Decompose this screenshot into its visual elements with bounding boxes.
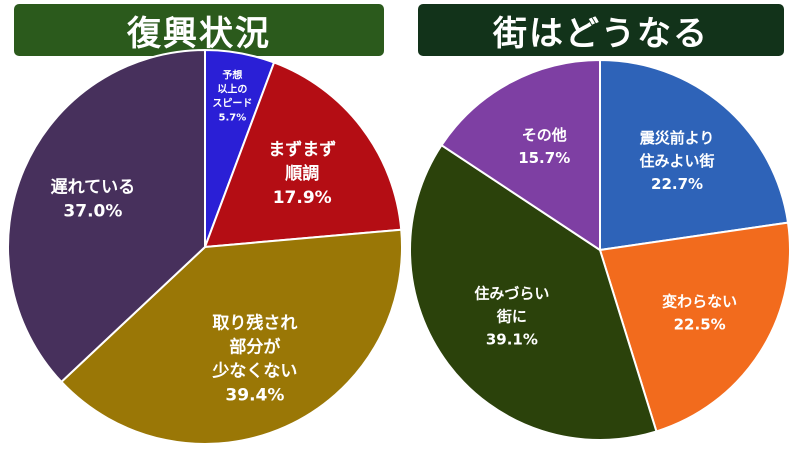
slice-value-label: 39.1%	[486, 330, 538, 348]
slice-label: 住みづらい街に 39.1%	[474, 284, 549, 348]
slice-category-label: 変わらない	[662, 293, 737, 311]
pie-slice	[599, 58, 790, 252]
slice-category-label: 取り残され	[212, 312, 297, 333]
slice-value-label: 39.4%	[225, 385, 284, 405]
slice-value-label: 5.7%	[219, 112, 247, 123]
pie-chart-recovery-status: 予想以上のスピード 5.7% まずまず順調 17.9% 取り残され部分が少なくない 39.…	[7, 48, 403, 445]
pie-slice	[7, 48, 206, 384]
slice-label: 取り残され部分が少なくない 39.4%	[211, 312, 297, 405]
slice-category-label: 住みよい街	[640, 152, 715, 170]
pie-slice	[440, 58, 601, 252]
right-chart-title: 街はどうなる	[418, 4, 784, 56]
slice-category-label: その他	[522, 126, 567, 144]
slice-value-label: 15.7%	[518, 149, 570, 167]
slice-category-label: スピード	[212, 97, 252, 109]
pie-chart-town-future: 震災前より住みよい街 22.7% 変わらない 22.5% 住みづらい街に 39.1% その他…	[409, 58, 791, 441]
slice-category-label: 街に	[496, 307, 527, 325]
slice-category-label: 予想	[222, 68, 242, 81]
slice-category-label: 震災前より	[640, 129, 715, 147]
slice-label: 遅れている 37.0%	[51, 177, 136, 221]
slice-category-label: 以上の	[217, 82, 247, 95]
pie-slice	[203, 61, 403, 249]
slice-category-label: 少なくない	[211, 361, 297, 381]
slice-label: 予想以上のスピード 5.7%	[212, 68, 252, 123]
pie-slice	[59, 228, 403, 445]
slice-category-label: 遅れている	[51, 177, 136, 197]
left-chart-title: 復興状況	[14, 4, 384, 56]
slice-label: まずまず順調 17.9%	[268, 140, 336, 208]
slice-value-label: 37.0%	[63, 201, 122, 221]
slice-category-label: 部分が	[229, 336, 280, 357]
slice-category-label: 住みづらい	[474, 284, 549, 302]
slice-value-label: 17.9%	[273, 188, 332, 208]
slice-value-label: 22.7%	[651, 175, 703, 193]
slice-category-label: まずまず	[268, 140, 336, 160]
slice-category-label: 順調	[285, 163, 319, 184]
slice-label: 変わらない 22.5%	[662, 293, 737, 334]
slice-value-label: 22.5%	[674, 316, 726, 334]
pie-slice	[598, 221, 791, 433]
pie-slice	[409, 143, 658, 441]
slice-label: 震災前より住みよい街 22.7%	[640, 129, 715, 193]
slice-label: その他 15.7%	[518, 126, 570, 167]
